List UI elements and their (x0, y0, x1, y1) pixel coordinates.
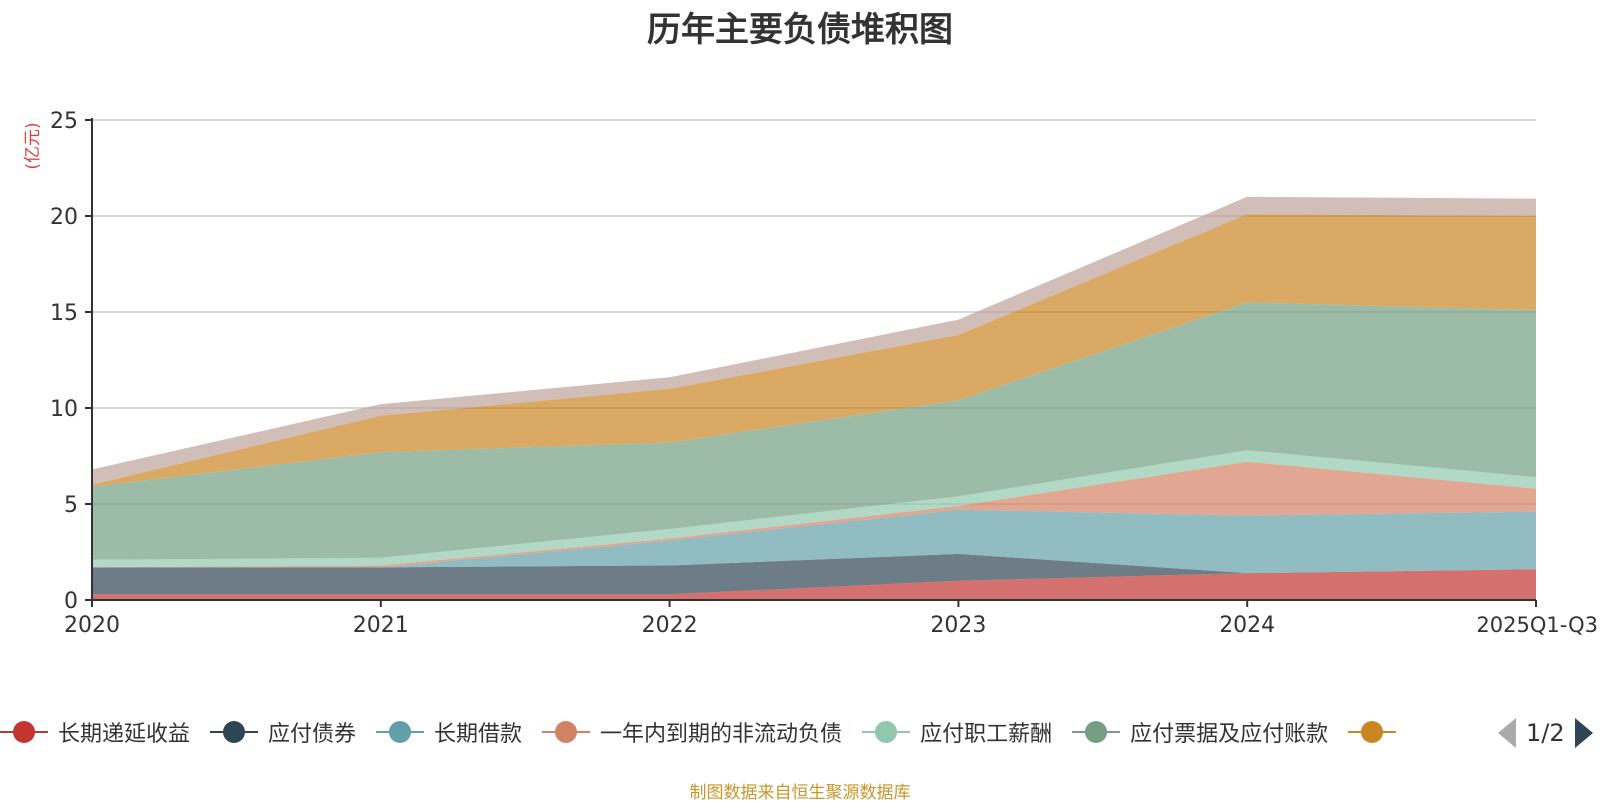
data-source-note: 制图数据来自恒生聚源数据库 (689, 783, 911, 803)
area-series-7[interactable] (92, 214, 1536, 487)
y-tick-label: 15 (50, 301, 78, 326)
x-tick-label: 2023 (930, 613, 986, 638)
legend-item[interactable]: 应付债券 (210, 716, 356, 748)
legend-marker-icon (210, 721, 259, 743)
legend-marker-icon (0, 721, 48, 743)
legend-prev-page-button[interactable] (1498, 718, 1516, 748)
x-tick-label: 2021 (353, 613, 409, 638)
legend-label: 应付债券 (268, 722, 357, 747)
y-axis-unit-label: (亿元) (23, 122, 43, 169)
area-series-6[interactable] (92, 302, 1536, 560)
area-series-1[interactable] (92, 569, 1536, 600)
area-series-2[interactable] (92, 553, 1536, 595)
legend-marker-icon (542, 721, 591, 743)
chart-title: 历年主要负债堆积图 (647, 10, 953, 50)
y-tick-label: 25 (50, 109, 78, 134)
legend-pager: 1/2 (1498, 718, 1593, 748)
x-tick-label: 2024 (1219, 613, 1275, 638)
legend-label: 一年内到期的非流动负债 (600, 722, 843, 747)
x-tick-label: 2020 (64, 613, 120, 638)
legend-next-page-button[interactable] (1574, 718, 1593, 748)
legend-item[interactable]: 长期借款 (376, 716, 522, 748)
legend-marker-icon (1348, 721, 1397, 743)
legend-marker-icon (376, 721, 425, 743)
y-tick-label: 10 (50, 397, 78, 422)
legend: 长期递延收益 应付债券 长期借款 一年内到期的非流动负债 应付职工薪酬 应付票据及应付账款 (0, 712, 1426, 752)
legend-item[interactable]: 应付职工薪酬 (862, 716, 1052, 748)
legend-marker-icon (862, 721, 911, 743)
x-tick-label: 2025Q1-Q3 (1476, 613, 1598, 637)
legend-label: 应付职工薪酬 (920, 722, 1053, 747)
legend-page-indicator: 1/2 (1526, 719, 1565, 747)
legend-item[interactable]: 应付票据及应付账款 (1072, 716, 1328, 748)
y-tick-label: 20 (50, 205, 78, 230)
legend-marker-icon (1072, 721, 1121, 743)
legend-label: 长期借款 (434, 722, 523, 747)
legend-label: 应付票据及应付账款 (1130, 722, 1329, 747)
legend-label: 长期递延收益 (58, 722, 191, 747)
area-series-3[interactable] (92, 509, 1536, 574)
x-tick-label: 2022 (642, 613, 698, 638)
y-tick-label: 0 (64, 589, 78, 614)
legend-item[interactable]: 一年内到期的非流动负债 (542, 716, 842, 748)
y-tick-label: 5 (64, 493, 78, 518)
legend-item[interactable] (1348, 721, 1406, 743)
legend-item[interactable]: 长期递延收益 (0, 716, 190, 748)
area-series-4[interactable] (92, 461, 1536, 568)
